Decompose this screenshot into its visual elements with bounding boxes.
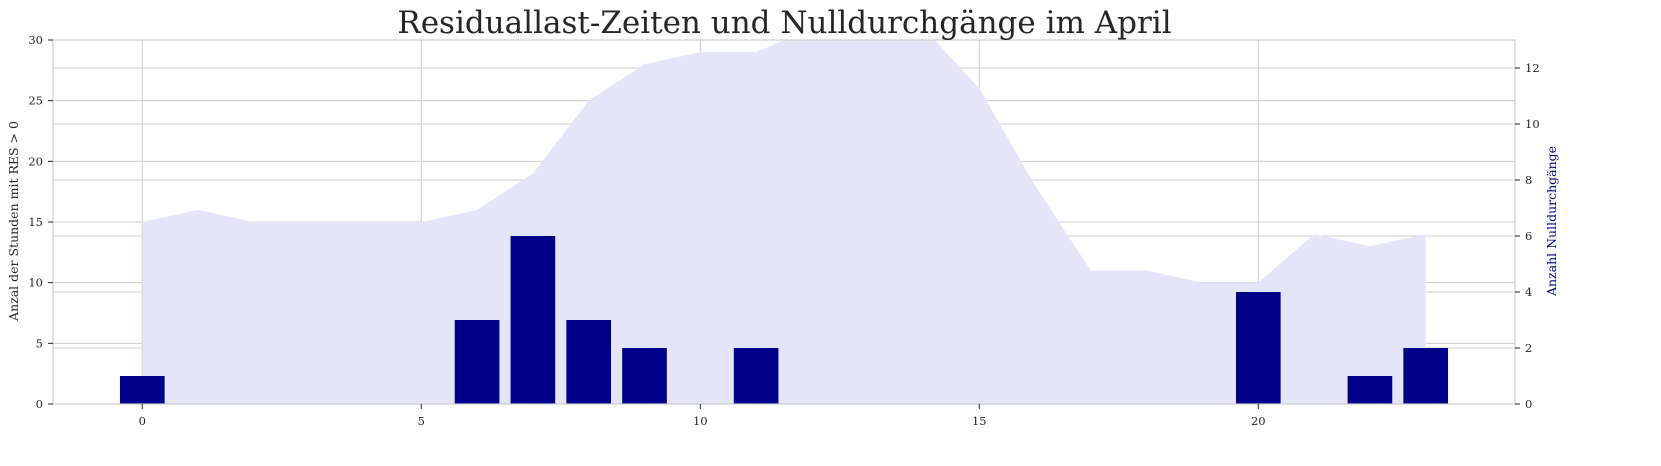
x-tick-label: 10 bbox=[693, 414, 708, 428]
x-tick-label: 20 bbox=[1251, 414, 1266, 428]
x-tick-label: 0 bbox=[139, 414, 146, 428]
area-series bbox=[142, 40, 1426, 404]
bar bbox=[1403, 348, 1449, 404]
bar bbox=[1235, 292, 1281, 404]
bar bbox=[733, 348, 779, 404]
bar bbox=[510, 236, 556, 404]
y-left-tick-label: 5 bbox=[36, 336, 43, 350]
y-right-tick-label: 2 bbox=[1525, 341, 1532, 355]
x-tick-label: 5 bbox=[418, 414, 425, 428]
y-left-tick-label: 10 bbox=[28, 276, 43, 290]
chart-title: Residuallast-Zeiten und Nulldurchgänge i… bbox=[397, 5, 1171, 41]
y-axis-right-label: Anzahl Nulldurchgänge bbox=[1544, 146, 1559, 297]
y-right-tick-label: 8 bbox=[1525, 173, 1532, 187]
y-left-tick-label: 25 bbox=[28, 94, 43, 108]
y-left-tick-label: 15 bbox=[28, 215, 43, 229]
x-tick-label: 15 bbox=[972, 414, 987, 428]
bar bbox=[454, 320, 500, 404]
y-right-tick-label: 10 bbox=[1525, 117, 1540, 131]
y-right-tick-label: 6 bbox=[1525, 229, 1532, 243]
y-left-tick-label: 0 bbox=[36, 397, 43, 411]
bar bbox=[1347, 376, 1393, 404]
y-left-tick-label: 30 bbox=[28, 33, 43, 47]
bar bbox=[566, 320, 612, 404]
y-right-tick-label: 0 bbox=[1525, 397, 1532, 411]
y-left-tick-label: 20 bbox=[28, 154, 43, 168]
y-right-tick-label: 4 bbox=[1525, 285, 1532, 299]
bar bbox=[119, 376, 165, 404]
bar bbox=[622, 348, 667, 404]
y-axis-left-label: Anzal der Stunden mit RES > 0 bbox=[6, 121, 21, 322]
y-right-tick-label: 12 bbox=[1525, 61, 1540, 75]
